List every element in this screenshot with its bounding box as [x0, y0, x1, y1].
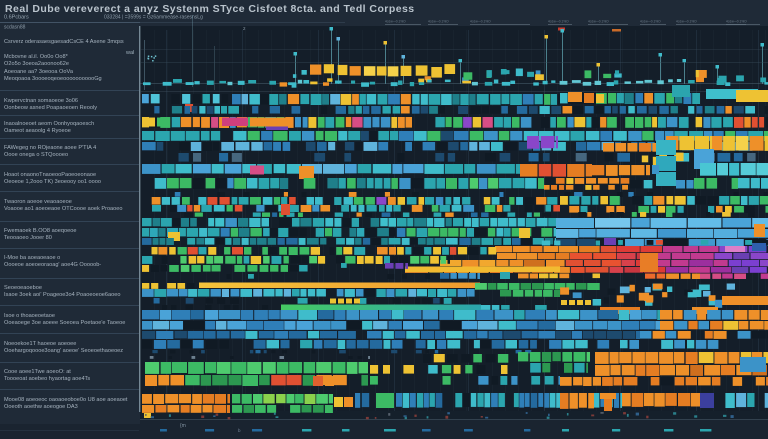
- svg-text:Kwpervctnan somaoeoe 3o06: Kwpervctnan somaoeoe 3o06: [4, 98, 78, 104]
- svg-text:4o1w—0.1%O: 4o1w—0.1%O: [726, 20, 747, 24]
- svg-text:scdasn88: scdasn88: [4, 25, 26, 31]
- svg-text:Noeoekoe1T haoeoe aoeoee: Noeoekoe1T haoeoe aoeoee: [4, 341, 76, 347]
- svg-text:Csrverz oderasaesgaesadCsCE 4: Csrverz oderasaesgaesadCsCE 4 Asene 3mqs…: [4, 39, 124, 45]
- svg-text:Oameot aeaoolg 4 Ryoeoe: Oameot aeaoolg 4 Ryoeoe: [4, 128, 71, 134]
- svg-text:4o1w—0.1%O: 4o1w—0.1%O: [428, 20, 449, 24]
- svg-text:Oooe onega o STQoooeo: Oooe onega o STQoooeo: [4, 152, 68, 158]
- svg-text:4o1w—0.1%O: 4o1w—0.1%O: [470, 20, 491, 24]
- svg-text:Ooeaoege 3oe aoeee Soeoea Poet: Ooeaoege 3oe aoeee Soeoea Poetaoe'e Taoe…: [4, 320, 125, 326]
- svg-text:0.6Pcbars: 0.6Pcbars: [4, 15, 29, 21]
- svg-text:4o1w—0.1%O: 4o1w—0.1%O: [676, 20, 697, 24]
- svg-text:033284 | =3599s = Gz6ammease-: 033284 | =3599s = Gz6ammease-rasesnsLg: [104, 15, 203, 21]
- svg-text:Oooeoe aoeoeoraoag' aoe4G Oooo: Oooeoe aoeoeoraoag' aoe4G Ooooob-: [4, 262, 101, 268]
- svg-text:Aoeoane aa? 3oeooa OoVa: Aoeoane aa? 3oeooa OoVa: [4, 69, 74, 75]
- svg-text:Toooeoat aoebeo hyaortag aoe4T: Toooeoat aoebeo hyaortag aoe4Ts: [4, 376, 90, 382]
- svg-text:Oeoeoe 1,2ooo TK) 3eoeooy oo1: Oeoeoe 1,2ooo TK) 3eoeooy oo1 oooo: [4, 179, 101, 185]
- svg-text:b: b: [238, 428, 241, 433]
- svg-text:Cooe aoee1Twe aoeoO: at: Cooe aoee1Twe aoeoO: at: [4, 369, 71, 375]
- svg-text:4o1w—0.1%O: 4o1w—0.1%O: [640, 20, 661, 24]
- svg-text:Ooehargoqoooe3oang' aoeoe' Seo: Ooehargoqoooe3oang' aoeoe' Seoeoethaoeoe…: [4, 348, 123, 354]
- svg-text:2: 2: [243, 26, 246, 31]
- svg-text:Isaoe 3oek aoi' Poageoe3o4 Poa: Isaoe 3oek aoi' Poageoe3o4 Poaoeoeoe6aoe…: [4, 292, 120, 298]
- svg-text:Voaooe ao1 aoeoeaoe OTCoooe ao: Voaooe ao1 aoeoeaoe OTCoooe aoek Proaoeo: [4, 206, 123, 212]
- svg-text:Ooeoth aoethw aoeogoe DA3: Ooeoth aoethw aoeogoe DA3: [4, 404, 78, 410]
- svg-text:Fwemaoek B.OO8 aoeqoeoe: Fwemaoek B.OO8 aoeqoeoe: [4, 228, 76, 234]
- svg-text:Meoqoaoa 3oooeoqeoeooooooooooG: Meoqoaoa 3oooeoqeoeooooooooooGg: [4, 76, 102, 82]
- svg-text:Isoe o thoaoeoetaoe: Isoe o thoaoeoetaoe: [4, 313, 55, 319]
- svg-text:FAWegeg no ROjeaone aoee P'TIA: FAWegeg no ROjeaone aoee P'TIA 4: [4, 145, 96, 151]
- svg-text:4o1w—0.1%O: 4o1w—0.1%O: [588, 20, 609, 24]
- svg-text:Inaoalnoeoet aeom Oonhyoqaoesc: Inaoalnoeoet aeom Oonhyoqaoesch: [4, 121, 94, 127]
- svg-text:Teooaoeo Jooer 80: Teooaoeo Jooer 80: [4, 235, 52, 241]
- svg-text:Real Dube vereverect a anyz S: Real Dube vereverect a anyz Systenm STyc…: [5, 3, 415, 15]
- svg-text:Hoaot onaonoTnaoeooPaoeoeonaoe: Hoaot onaonoTnaoeooPaoeoeonaoe: [4, 172, 96, 178]
- svg-text:Mcbovne al.il. Oo0o Oo8*: Mcbovne al.il. Oo0o Oo8*: [4, 54, 69, 60]
- svg-text:Mooe08 aoeoeoc oaoaoeoboe0o U8: Mooe08 aoeoeoc oaoaoeoboe0o U8 aoe aoeao…: [4, 397, 128, 403]
- svg-text:O2o5o 3oeoa2aoonoo62e: O2o5o 3oeoa2aoonoo62e: [4, 61, 69, 67]
- svg-text:Twaoron aoeoe veaoaoeoe: Twaoron aoeoe veaoaoeoe: [4, 199, 72, 205]
- svg-text:wal: wal: [125, 50, 134, 56]
- svg-text:I-Moe ba aoeaoeaoe o: I-Moe ba aoeaoeaoe o: [4, 255, 60, 261]
- svg-text:4o1w—0.1%O: 4o1w—0.1%O: [548, 20, 569, 24]
- svg-text:{m: {m: [180, 423, 186, 429]
- svg-text:Seoeoeaoeboe: Seoeoeaoeboe: [4, 285, 42, 291]
- svg-text:Oonbeow asned Poapaoeoen Reool: Oonbeow asned Poapaoeoen Reooly: [4, 105, 97, 111]
- svg-text:4o1w—0.1%O: 4o1w—0.1%O: [385, 20, 406, 24]
